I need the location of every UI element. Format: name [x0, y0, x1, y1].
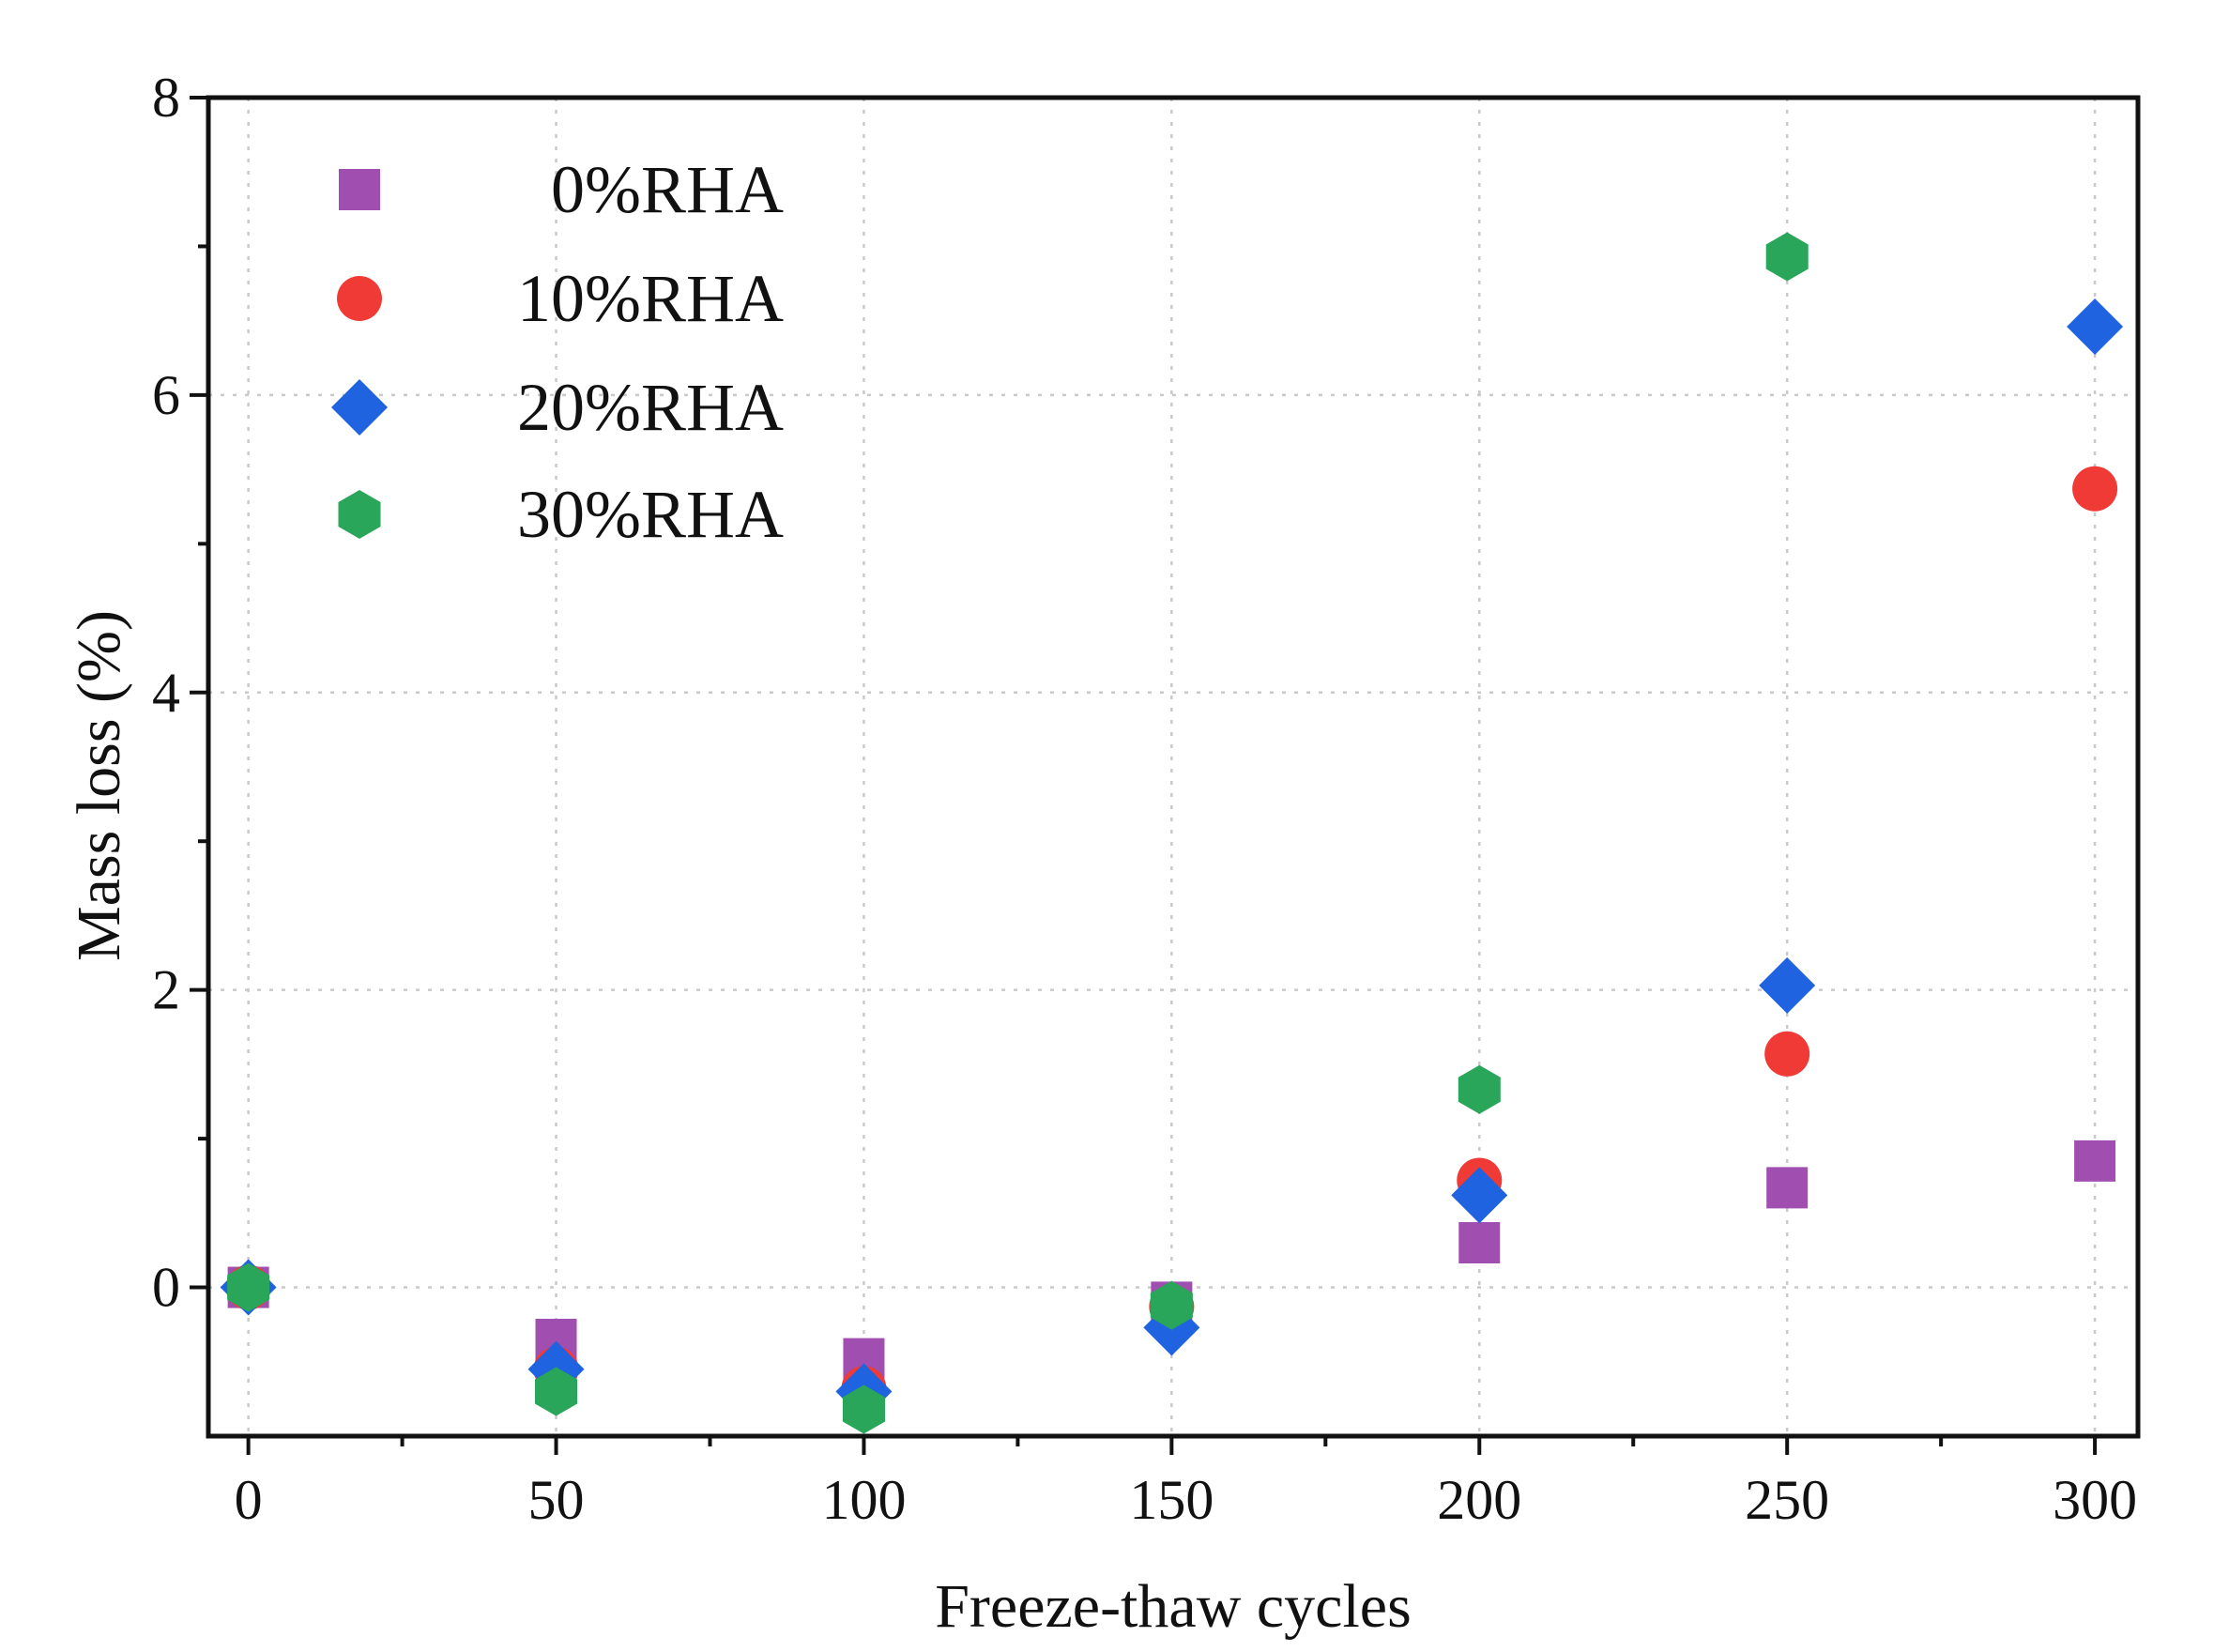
- axis-ticks: 0 50 100 150 200 250 300 0 2 4 6 8: [152, 67, 2137, 1531]
- x-tick-label: 200: [1437, 1469, 1521, 1531]
- x-tick-label: 250: [1745, 1469, 1829, 1531]
- legend-item: 10%RHA: [337, 261, 784, 336]
- data-point: [1458, 1064, 1501, 1114]
- legend-label: 20%RHA: [517, 370, 784, 445]
- y-tick-label: 6: [152, 364, 180, 426]
- x-axis-title: Freeze-thaw cycles: [935, 1572, 1412, 1641]
- legend-marker: [337, 276, 382, 321]
- data-point: [2067, 298, 2124, 356]
- legend-marker: [339, 169, 380, 210]
- data-point: [1766, 1167, 1809, 1209]
- legend-item: 0%RHA: [339, 152, 784, 227]
- data-point: [227, 1262, 270, 1312]
- legend-marker: [331, 379, 388, 436]
- data-point: [1765, 232, 1809, 282]
- y-tick-label: 8: [152, 67, 180, 129]
- y-axis-title: Mass loss (%): [65, 610, 133, 961]
- data-point: [1759, 956, 1816, 1014]
- legend-label: 10%RHA: [517, 261, 784, 336]
- x-tick-label: 300: [2053, 1469, 2137, 1531]
- data-point: [535, 1367, 578, 1416]
- data-point: [1764, 1031, 1810, 1077]
- series-30%RHA: [227, 232, 1809, 1434]
- legend-marker: [338, 490, 381, 539]
- x-tick-label: 0: [235, 1469, 263, 1531]
- grid-lines: [208, 96, 2138, 1436]
- y-tick-label: 2: [152, 959, 180, 1021]
- data-point: [2072, 466, 2118, 512]
- data-point: [2074, 1140, 2116, 1182]
- data-point: [1150, 1280, 1193, 1330]
- x-tick-label: 100: [821, 1469, 906, 1531]
- data-point: [842, 1384, 885, 1434]
- legend: 0%RHA 10%RHA 20%RHA 30%RHA: [331, 152, 784, 552]
- data-point: [1451, 1167, 1508, 1224]
- legend-item: 30%RHA: [338, 477, 784, 552]
- plot-frame: [206, 95, 2141, 1439]
- y-tick-label: 0: [152, 1257, 180, 1319]
- legend-label: 30%RHA: [517, 477, 784, 552]
- y-tick-label: 4: [152, 662, 180, 724]
- legend-label: 0%RHA: [551, 152, 784, 227]
- x-tick-label: 50: [528, 1469, 585, 1531]
- legend-item: 20%RHA: [331, 370, 784, 445]
- data-points: [220, 232, 2124, 1434]
- data-point: [1458, 1222, 1501, 1264]
- x-tick-label: 150: [1129, 1469, 1214, 1531]
